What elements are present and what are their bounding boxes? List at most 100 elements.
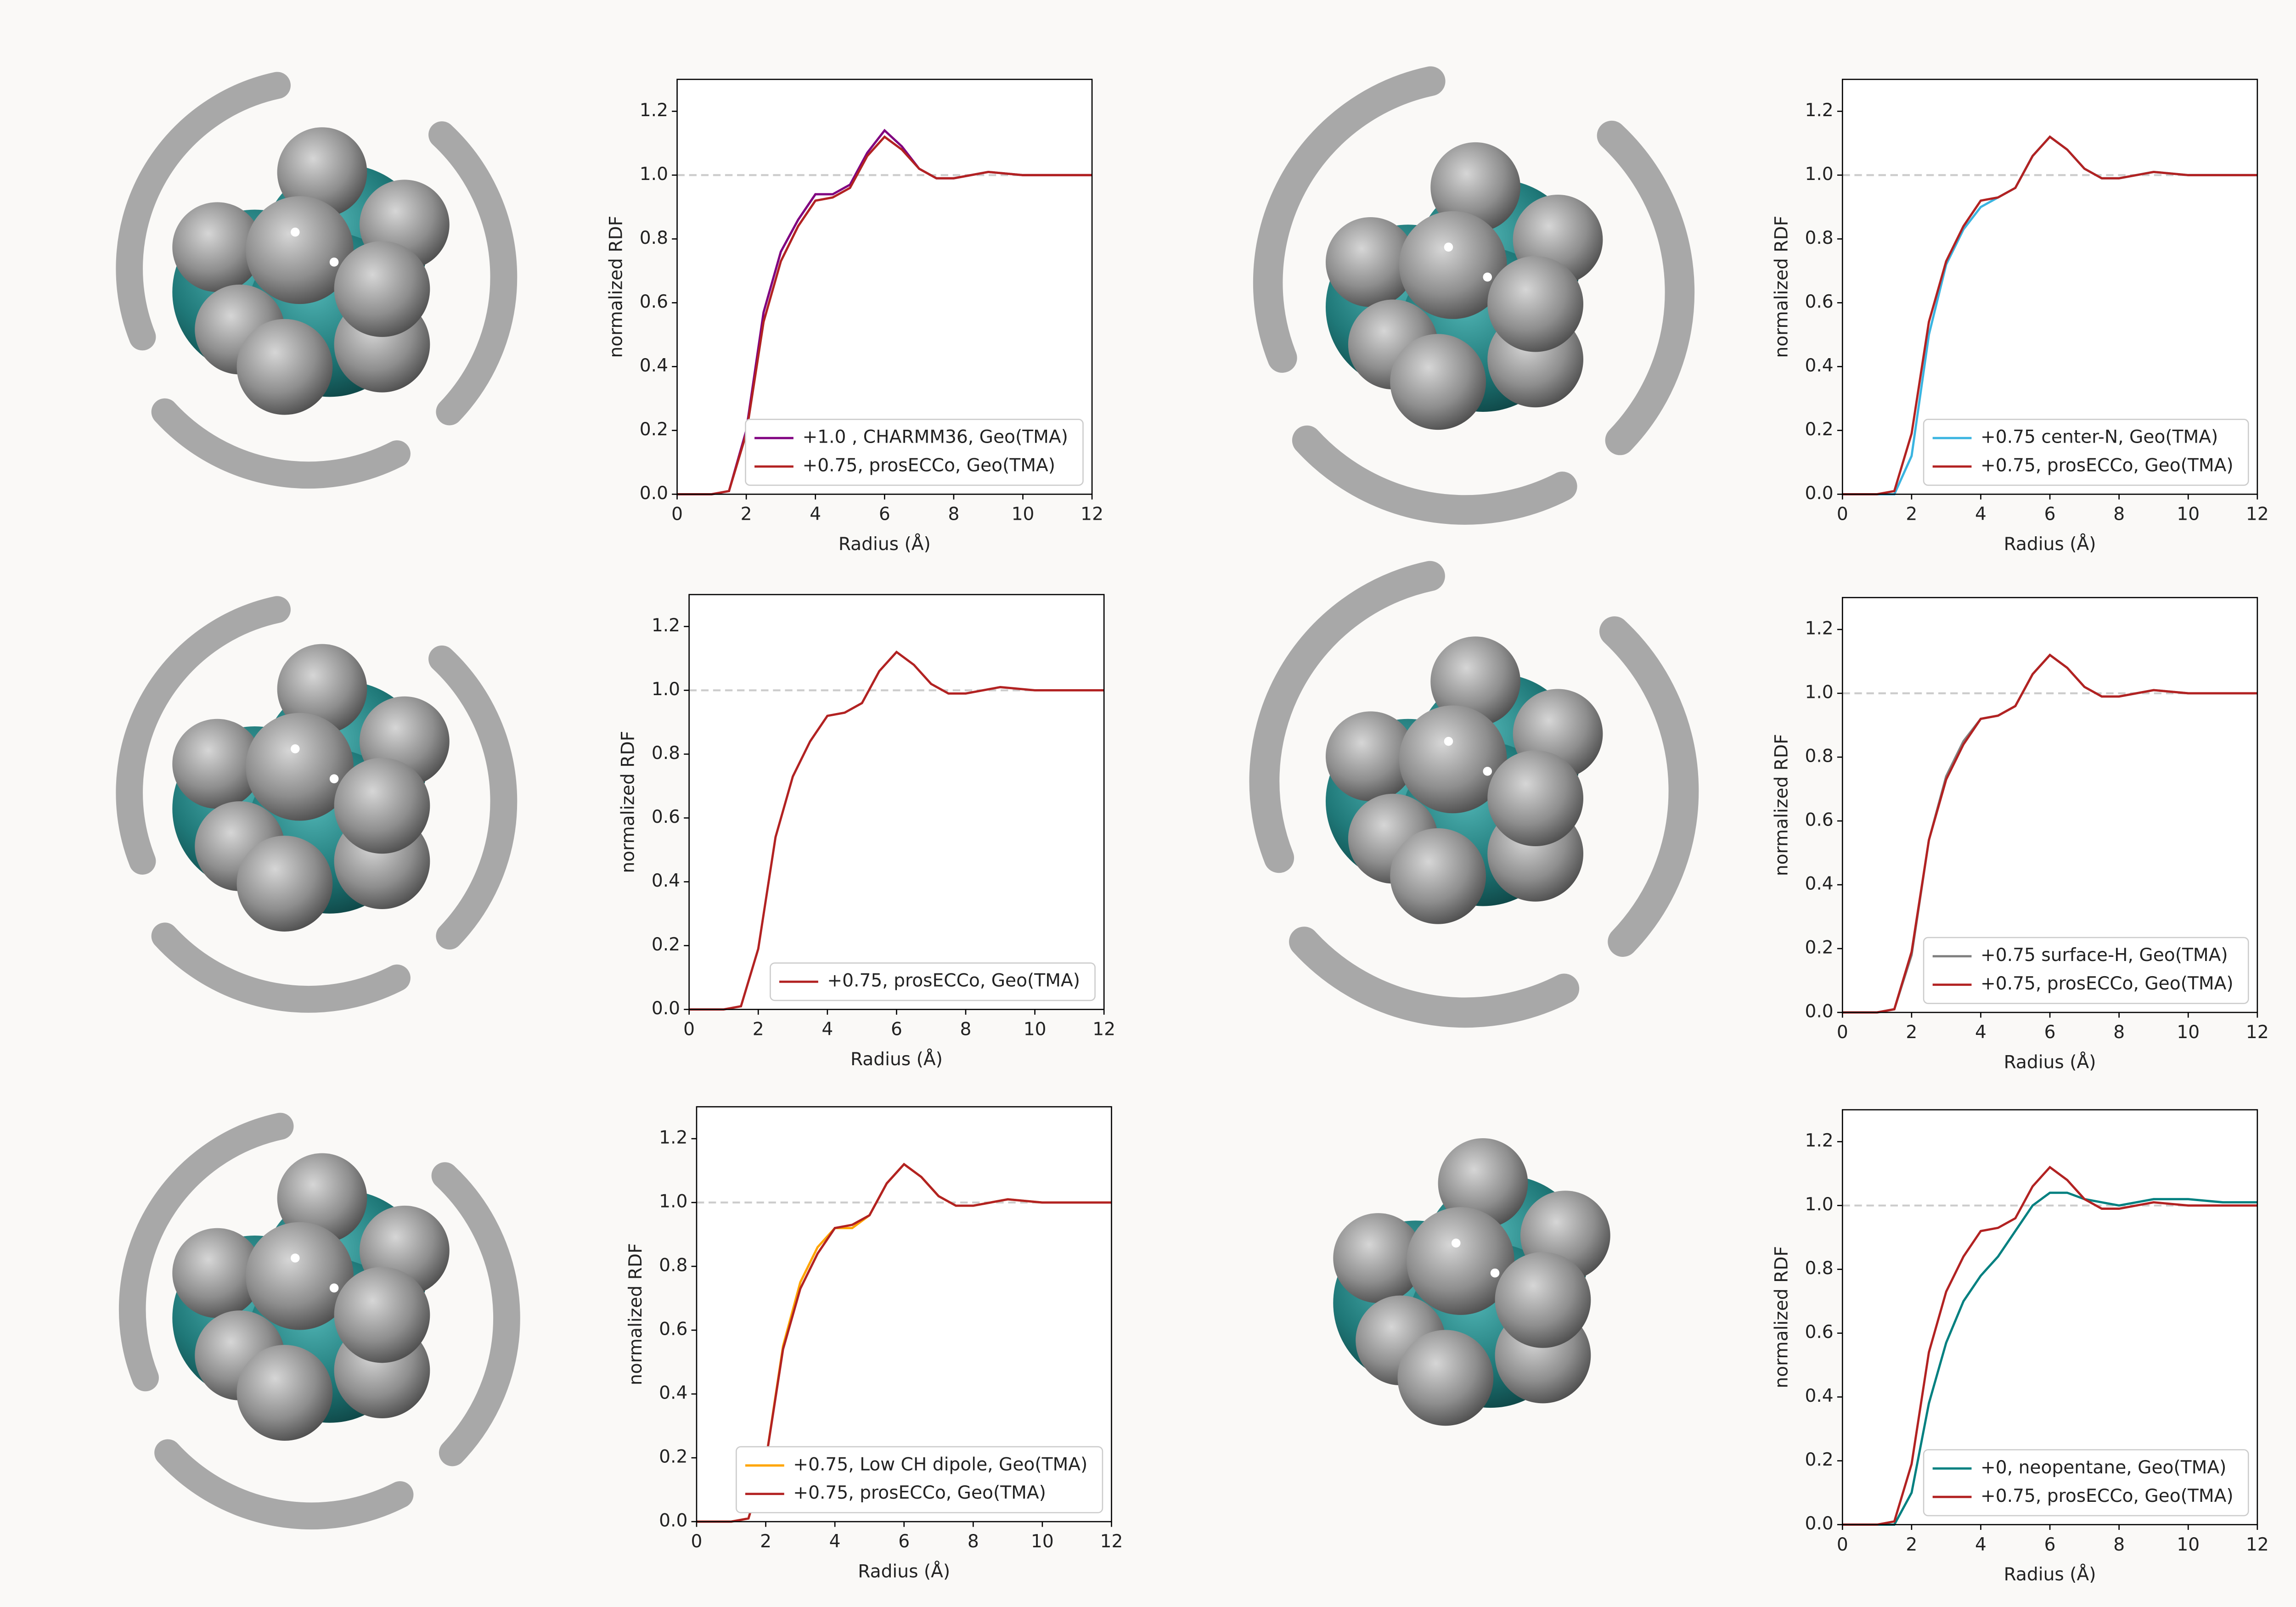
x-tick-label: 10 xyxy=(1012,504,1035,525)
legend-frame xyxy=(770,962,1096,1001)
legend-label: +0.75 surface-H, Geo(TMA) xyxy=(1981,945,2228,966)
y-tick-label: 0.8 xyxy=(652,743,680,764)
x-tick-label: 0 xyxy=(691,1531,703,1552)
molecule xyxy=(172,127,450,415)
x-tick-label: 2 xyxy=(760,1531,771,1552)
y-tick-label: 1.2 xyxy=(640,100,668,121)
legend-label: +1.0 , CHARMM36, Geo(TMA) xyxy=(802,427,1068,448)
x-tick-label: 8 xyxy=(2113,504,2125,525)
chart: 0.0 0.2 0.4 0.6 0.8 1.0 1.2 0 2 4 6 8 10 12 Radius (Å)… xyxy=(1771,597,2269,1073)
y-tick-label: 1.2 xyxy=(659,1128,687,1148)
x-tick-label: 2 xyxy=(1906,1022,1917,1043)
x-tick-label: 10 xyxy=(2177,504,2200,525)
series-line xyxy=(1842,1165,2257,1526)
x-tick-label: 6 xyxy=(2044,1022,2056,1043)
series-line xyxy=(677,135,1092,495)
x-tick-label: 0 xyxy=(1837,504,1848,525)
legend-frame xyxy=(1923,1449,2249,1517)
legend: +0, neopentane, Geo(TMA) +0.75, prosECCo,… xyxy=(1923,1449,2249,1517)
y-tick-label: 0.4 xyxy=(1805,874,1833,894)
y-axis-label: normalized RDF xyxy=(1771,734,1792,876)
y-tick-label: 1.0 xyxy=(1805,164,1833,185)
y-tick-label: 0.2 xyxy=(1805,938,1833,958)
x-tick-label: 4 xyxy=(1975,1534,1986,1555)
legend-frame xyxy=(1923,937,2249,1004)
y-tick-label: 0.6 xyxy=(652,807,680,827)
series-line xyxy=(1842,1191,2257,1526)
legend-frame xyxy=(1923,419,2249,486)
plot-lines xyxy=(1842,135,2257,495)
x-tick-label: 0 xyxy=(683,1019,695,1040)
y-tick-label: 1.0 xyxy=(659,1191,687,1212)
x-tick-label: 6 xyxy=(2044,1534,2056,1555)
x-tick-label: 10 xyxy=(2177,1534,2200,1555)
y-tick-label: 1.2 xyxy=(1805,1130,1833,1151)
legend-label: +0.75, Low CH dipole, Geo(TMA) xyxy=(793,1454,1087,1475)
y-axis-label: normalized RDF xyxy=(1771,216,1792,358)
x-tick-label: 0 xyxy=(1837,1022,1848,1043)
x-tick-label: 6 xyxy=(879,504,890,525)
x-tick-label: 8 xyxy=(948,504,959,525)
y-tick-label: 0.2 xyxy=(640,419,668,440)
y-tick-label: 0.0 xyxy=(1805,1513,1833,1534)
x-tick-label: 4 xyxy=(822,1019,833,1040)
y-tick-label: 0.4 xyxy=(652,871,680,891)
legend: +0.75, Low CH dipole, Geo(TMA) +0.75, pro… xyxy=(736,1446,1103,1513)
y-tick-label: 0.6 xyxy=(640,292,668,312)
x-axis-label: Radius (Å) xyxy=(2004,1051,2096,1073)
x-tick-label: 8 xyxy=(968,1531,979,1552)
y-tick-label: 0.6 xyxy=(1805,1322,1833,1343)
series-line xyxy=(1842,653,2257,1014)
chart: 0.0 0.2 0.4 0.6 0.8 1.0 1.2 0 2 4 6 8 10 12 Radius (Å)… xyxy=(618,594,1115,1070)
y-tick-label: 1.2 xyxy=(1805,618,1833,639)
legend-label: +0.75, prosECCo, Geo(TMA) xyxy=(802,455,1055,476)
y-tick-label: 0.0 xyxy=(1805,483,1833,504)
y-tick-label: 0.8 xyxy=(659,1255,687,1276)
molecule xyxy=(1325,142,1603,430)
chart: 0.0 0.2 0.4 0.6 0.8 1.0 1.2 0 2 4 6 8 10 12 Radius (Å)… xyxy=(625,1106,1123,1582)
x-tick-label: 6 xyxy=(898,1531,910,1552)
x-tick-label: 8 xyxy=(960,1019,972,1040)
x-tick-label: 4 xyxy=(1975,1022,1986,1043)
legend: +1.0 , CHARMM36, Geo(TMA) +0.75, prosECCo… xyxy=(745,419,1084,486)
y-tick-label: 0.6 xyxy=(659,1319,687,1340)
x-tick-label: 12 xyxy=(1092,1019,1115,1040)
x-axis-label: Radius (Å) xyxy=(850,1048,943,1070)
y-axis-label: normalized RDF xyxy=(618,731,639,873)
series-line xyxy=(689,650,1104,1011)
y-tick-label: 1.0 xyxy=(1805,682,1833,703)
y-tick-label: 0.8 xyxy=(1805,228,1833,248)
legend-label: +0, neopentane, Geo(TMA) xyxy=(1981,1457,2226,1478)
plot-lines xyxy=(1842,653,2257,1014)
y-tick-label: 0.0 xyxy=(652,998,680,1019)
legend: +0.75, prosECCo, Geo(TMA) xyxy=(770,962,1096,1001)
y-tick-label: 0.0 xyxy=(659,1511,687,1531)
x-tick-label: 6 xyxy=(891,1019,902,1040)
legend-label: +0.75, prosECCo, Geo(TMA) xyxy=(1981,455,2234,476)
chart: 0.0 0.2 0.4 0.6 0.8 1.0 1.2 0 2 4 6 8 10 12 Radius (Å)… xyxy=(1771,1109,2269,1585)
x-tick-label: 10 xyxy=(1024,1019,1047,1040)
legend-label: +0.75, prosECCo, Geo(TMA) xyxy=(793,1483,1046,1503)
y-tick-label: 0.8 xyxy=(1805,1258,1833,1279)
chart: 0.0 0.2 0.4 0.6 0.8 1.0 1.2 0 2 4 6 8 10 12 Radius (Å)… xyxy=(606,79,1103,555)
x-tick-label: 6 xyxy=(2044,504,2056,525)
series-line xyxy=(696,1163,1112,1523)
y-tick-label: 0.2 xyxy=(652,934,680,955)
x-tick-label: 4 xyxy=(810,504,821,525)
y-tick-label: 1.0 xyxy=(640,164,668,185)
molecule xyxy=(1325,636,1603,924)
x-tick-label: 12 xyxy=(1100,1531,1123,1552)
plot-lines xyxy=(689,650,1104,1011)
legend-label: +0.75 center-N, Geo(TMA) xyxy=(1981,427,2218,448)
y-tick-label: 0.2 xyxy=(659,1447,687,1467)
y-axis-label: normalized RDF xyxy=(1771,1246,1792,1388)
legend-frame xyxy=(745,419,1084,486)
y-tick-label: 0.2 xyxy=(1805,1450,1833,1470)
legend-label: +0.75, prosECCo, Geo(TMA) xyxy=(1981,973,2234,994)
x-tick-label: 2 xyxy=(1906,504,1917,525)
x-tick-label: 12 xyxy=(2246,1022,2269,1043)
y-tick-label: 0.8 xyxy=(640,228,668,248)
x-tick-label: 4 xyxy=(1975,504,1986,525)
y-tick-label: 0.4 xyxy=(640,355,668,376)
x-tick-label: 8 xyxy=(2113,1022,2125,1043)
